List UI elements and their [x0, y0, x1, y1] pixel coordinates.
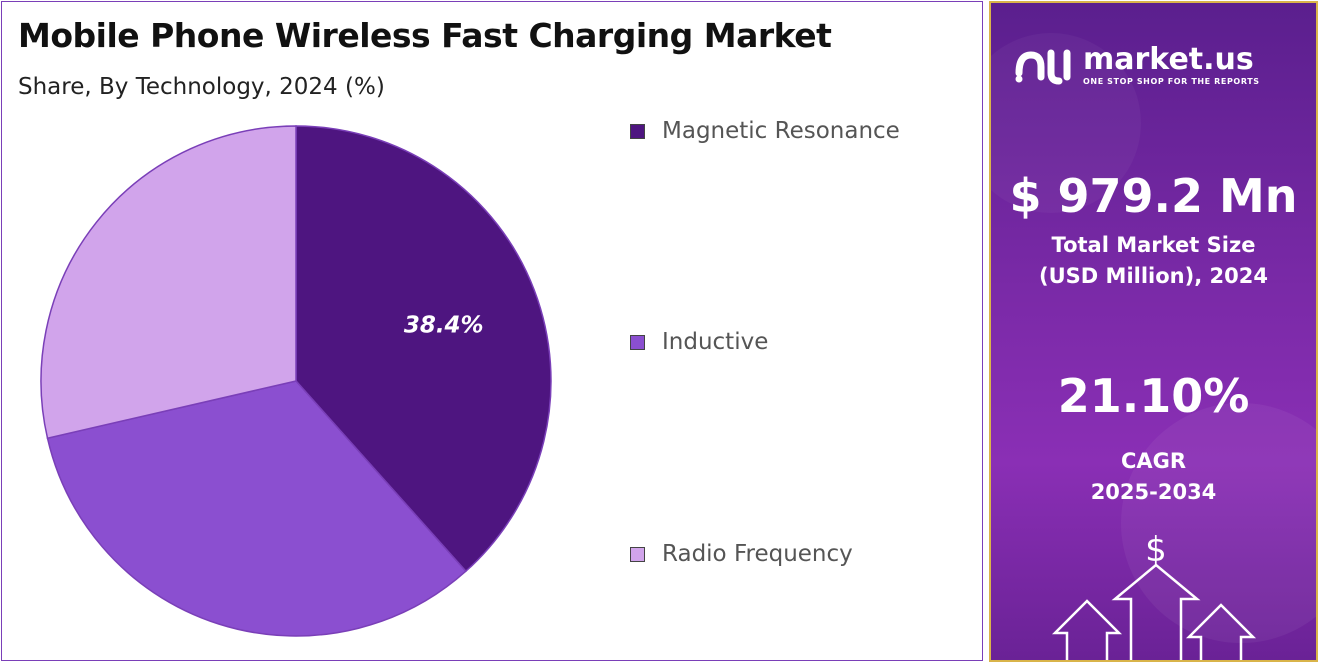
legend-swatch-magnetic-resonance: [630, 123, 645, 139]
legend-swatch-radio-frequency: [630, 546, 645, 562]
growth-arrows-icon: $: [1051, 530, 1257, 660]
cagr-value: 21.10%: [1057, 369, 1250, 423]
legend-swatch-inductive: [630, 334, 645, 350]
legend-label: Inductive: [662, 329, 769, 355]
up-arrow-icon: [1051, 599, 1123, 660]
summary-panel: market.us ONE STOP SHOP FOR THE REPORTS …: [989, 1, 1318, 662]
cagr-period: 2025-2034: [1090, 480, 1217, 504]
up-arrow-icon: [1185, 603, 1257, 660]
background-decoration: [991, 33, 1316, 643]
legend-item-radio-frequency[interactable]: Radio Frequency: [630, 541, 853, 567]
brand-tagline: ONE STOP SHOP FOR THE REPORTS: [1083, 76, 1260, 86]
up-arrow-icon: [1111, 563, 1201, 660]
brand-logo: market.us ONE STOP SHOP FOR THE REPORTS: [1013, 43, 1260, 87]
brand-name: market.us: [1083, 41, 1254, 77]
legend-item-inductive[interactable]: Inductive: [630, 329, 768, 355]
market-size-value: $ 979.2 Mn: [1009, 169, 1298, 223]
chart-subtitle: Share, By Technology, 2024 (%): [18, 74, 385, 100]
legend-label: Magnetic Resonance: [662, 118, 900, 144]
market-size-label-line2: (USD Million), 2024: [1039, 264, 1268, 288]
pie-slice-magnetic-resonance[interactable]: [295, 125, 552, 573]
dollar-icon: $: [1145, 530, 1167, 570]
market-size-label-line1: Total Market Size: [1051, 233, 1256, 257]
slice-data-label: 38.4%: [404, 313, 484, 339]
pie-slice-radio-frequency[interactable]: [40, 125, 297, 440]
legend-item-magnetic-resonance[interactable]: Magnetic Resonance: [630, 118, 900, 144]
pie-slice-inductive[interactable]: [46, 380, 467, 637]
chart-panel: Mobile Phone Wireless Fast Charging Mark…: [1, 1, 983, 661]
chart-title: Mobile Phone Wireless Fast Charging Mark…: [18, 16, 832, 55]
cagr-label: CAGR: [1120, 449, 1187, 473]
logo-icon: [1015, 49, 1071, 85]
legend-label: Radio Frequency: [662, 541, 853, 567]
pie-chart: 38.4%: [40, 125, 552, 637]
